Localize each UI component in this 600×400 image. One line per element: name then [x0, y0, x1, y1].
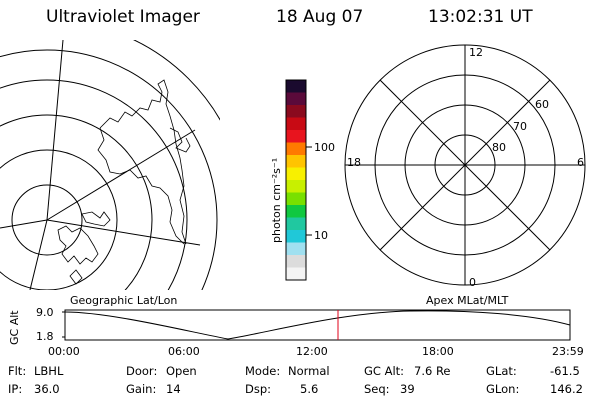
y-tick-label-high: 9.0 — [36, 306, 54, 319]
color-bar — [286, 80, 306, 281]
instrument-title: Ultraviolet Imager — [46, 7, 200, 27]
mlat-label-80: 80 — [492, 141, 506, 154]
dsp-label: Dsp: — [245, 382, 272, 396]
glat-value: -61.5 — [550, 364, 580, 378]
seq-label: Seq: — [364, 382, 390, 396]
color-bar-segment — [286, 205, 306, 218]
color-bar-segment — [286, 167, 306, 181]
geographic-title: Geographic Lat/Lon — [70, 294, 178, 307]
time-label: 13:02:31 UT — [428, 7, 533, 27]
x-tick-label-2359: 23:59 — [552, 345, 584, 358]
color-bar-segment — [286, 142, 306, 156]
mlt-label-12: 12 — [469, 46, 483, 59]
color-bar-label-10: 10 — [314, 229, 328, 242]
color-bar-segment — [286, 217, 306, 231]
polar-mlat-mlt-grid — [344, 44, 586, 286]
x-tick-label-1200: 12:00 — [296, 345, 328, 358]
color-bar-segment — [286, 255, 306, 268]
color-bar-segment — [286, 192, 306, 206]
glon-label: GLon: — [486, 382, 520, 396]
door-value: Open — [166, 364, 197, 378]
mode-value: Normal — [288, 364, 330, 378]
coastline — [57, 79, 191, 285]
color-bar-segment — [286, 155, 306, 168]
color-bar-segment — [286, 117, 306, 131]
timeline-frame — [64, 309, 571, 341]
longitude-lines — [0, 40, 201, 290]
geographic-map — [0, 40, 220, 290]
color-bar-unit-label: photon cm⁻²s⁻¹ — [270, 157, 283, 243]
color-bar-label-100: 100 — [314, 141, 335, 154]
gc-alt-value: 7.6 Re — [414, 364, 451, 378]
gain-value: 14 — [166, 382, 181, 396]
color-bar-segment — [286, 180, 306, 193]
mlt-label-6: 6 — [577, 156, 584, 169]
color-bar-segment — [286, 230, 306, 243]
door-label: Door: — [126, 364, 158, 378]
date-label: 18 Aug 07 — [276, 7, 364, 27]
flt-value: LBHL — [34, 364, 64, 378]
dsp-value: 5.6 — [300, 382, 319, 396]
altitude-curve — [64, 310, 571, 340]
color-bar-segment — [286, 80, 306, 93]
x-tick-label-0600: 06:00 — [168, 345, 200, 358]
mode-label: Mode: — [245, 364, 281, 378]
color-bar-segment — [286, 267, 306, 281]
color-bar-segment — [286, 130, 306, 143]
glon-value: 146.2 — [550, 382, 583, 396]
mlt-label-0: 0 — [469, 276, 476, 289]
color-bar-segment — [286, 242, 306, 256]
mlat-label-60: 60 — [535, 98, 549, 111]
latitude-circles — [0, 40, 220, 290]
color-bar-segment — [286, 105, 306, 118]
color-bar-segment — [286, 92, 306, 106]
ip-value: 36.0 — [34, 382, 60, 396]
mlat-label-70: 70 — [513, 120, 527, 133]
flt-label: Flt: — [8, 364, 27, 378]
x-tick-label-0000: 00:00 — [48, 345, 80, 358]
apex-title: Apex MLat/MLT — [426, 294, 509, 307]
ip-label: IP: — [8, 382, 23, 396]
mlt-label-18: 18 — [347, 156, 361, 169]
x-tick-label-1800: 18:00 — [422, 345, 454, 358]
seq-value: 39 — [400, 382, 415, 396]
timeline-plot — [62, 309, 571, 341]
y-tick-label-low: 1.8 — [36, 330, 54, 343]
polar-diagonal-2 — [379, 79, 551, 251]
gc-alt-label: GC Alt: — [364, 364, 405, 378]
gc-alt-axis-label: GC Alt — [8, 310, 21, 345]
glat-label: GLat: — [486, 364, 517, 378]
gain-label: Gain: — [126, 382, 157, 396]
color-bar-frame — [285, 79, 307, 281]
